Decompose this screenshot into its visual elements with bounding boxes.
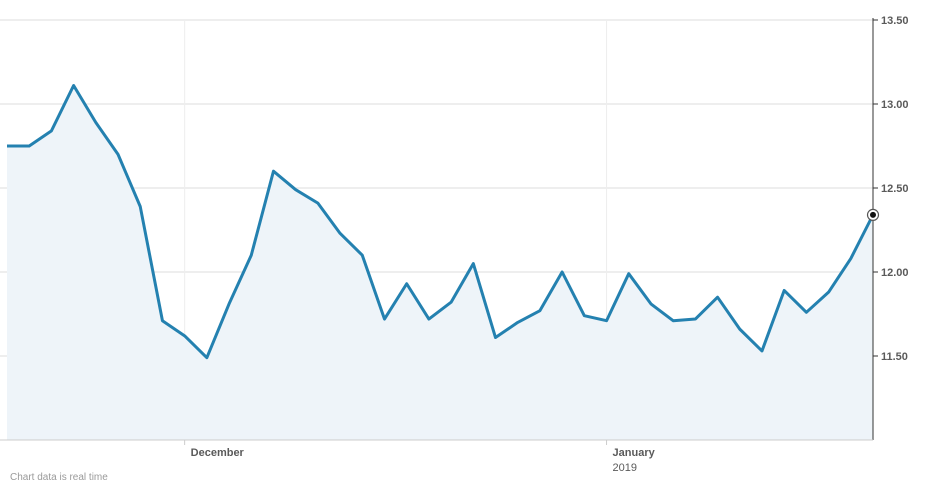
price-point: [605, 319, 608, 322]
x-tick-label: January: [613, 447, 656, 459]
y-tick-label: 11.50: [881, 351, 908, 363]
price-point: [361, 254, 364, 257]
price-point: [494, 336, 497, 339]
y-tick-label: 13.50: [881, 15, 909, 27]
price-point: [827, 291, 830, 294]
price-point: [649, 302, 652, 305]
chart-footnote: Chart data is real time: [10, 472, 108, 483]
y-tick-label: 12.50: [881, 183, 909, 195]
y-axis-ticks: 13.50 13.00 12.50 12.00 11.50: [873, 15, 909, 363]
price-point: [28, 145, 31, 148]
price-point: [94, 121, 97, 124]
x-axis-ticks: December January 2019: [184, 440, 656, 474]
price-point: [161, 319, 164, 322]
price-point: [583, 314, 586, 317]
price-point: [783, 289, 786, 292]
price-point: [50, 129, 53, 132]
price-point: [250, 254, 253, 257]
y-tick-label: 12.00: [881, 267, 909, 279]
price-point: [228, 302, 231, 305]
price-point: [6, 145, 9, 148]
price-point: [450, 301, 453, 304]
price-point: [672, 319, 675, 322]
price-point: [716, 296, 719, 299]
price-point: [183, 334, 186, 337]
price-point: [849, 257, 852, 260]
price-point: [805, 311, 808, 314]
price-point: [294, 188, 297, 191]
price-point: [272, 170, 275, 173]
price-point: [538, 309, 541, 312]
price-point: [383, 318, 386, 321]
price-point: [516, 321, 519, 324]
price-point: [472, 262, 475, 265]
price-point: [205, 356, 208, 359]
price-point: [427, 318, 430, 321]
last-point-dot: [870, 211, 876, 218]
last-price-marker[interactable]: [866, 208, 880, 221]
price-point: [316, 202, 319, 205]
price-point: [627, 272, 630, 275]
price-point: [694, 318, 697, 321]
price-point: [760, 349, 763, 352]
price-point: [139, 205, 142, 208]
price-line: [7, 84, 875, 360]
y-tick-label: 13.00: [881, 99, 909, 111]
x-tick-sublabel: 2019: [613, 462, 637, 474]
price-point: [405, 282, 408, 285]
price-point: [117, 153, 120, 156]
price-point: [561, 271, 564, 274]
price-point: [72, 84, 75, 87]
x-tick-label: December: [191, 447, 245, 459]
price-point: [738, 328, 741, 331]
price-area-fill: [7, 85, 873, 441]
price-point: [339, 232, 342, 235]
